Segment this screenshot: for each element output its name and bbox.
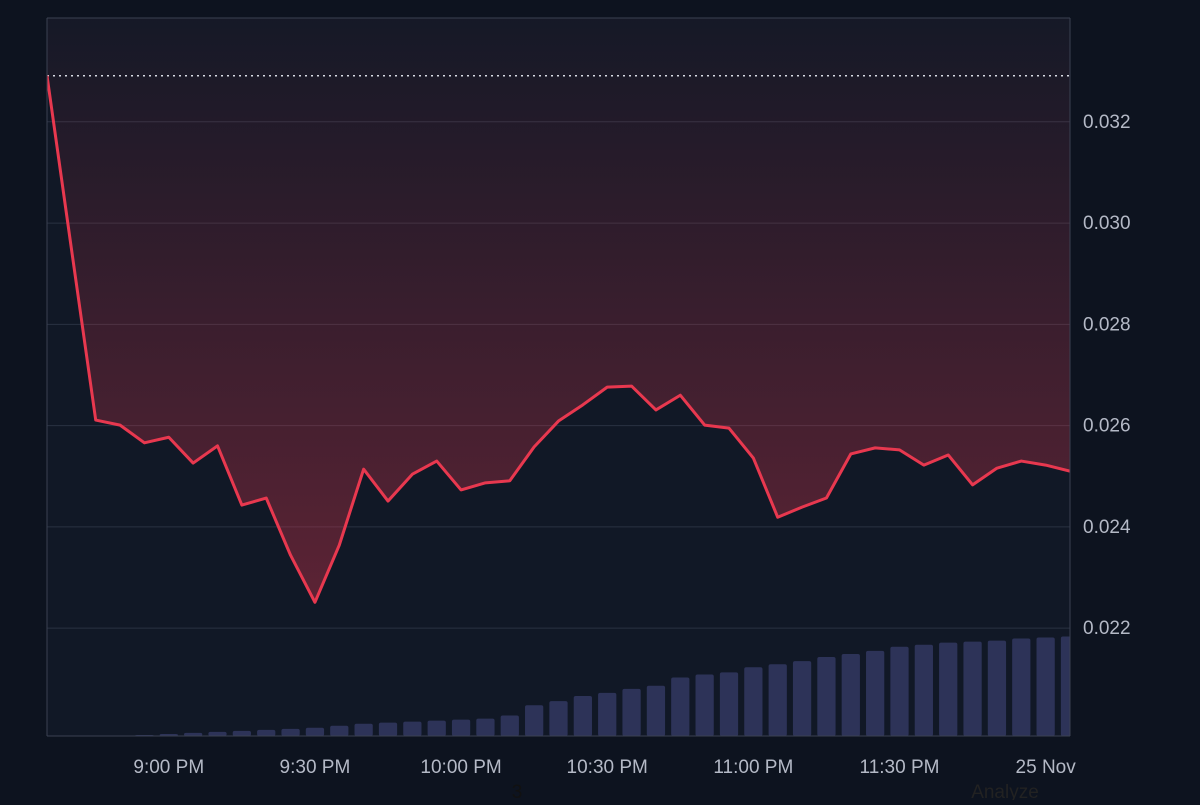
volume-bar — [866, 650, 885, 736]
x-tick-label: 9:00 PM — [133, 757, 204, 778]
y-tick-label: 0.022 — [1083, 618, 1131, 639]
volume-bar — [549, 701, 568, 736]
volume-bar — [890, 646, 909, 736]
price-line — [47, 75, 1070, 604]
x-tick-label: 10:30 PM — [567, 757, 648, 778]
volume-bar — [768, 664, 787, 736]
volume-bar — [184, 732, 203, 736]
volume-bar — [305, 727, 325, 736]
volume-bar — [963, 641, 982, 736]
volume-bar — [451, 719, 471, 736]
volume-bar — [281, 728, 300, 736]
footer-text: 3 — [512, 782, 523, 800]
volume-bar — [817, 657, 836, 736]
y-tick-label: 0.028 — [1083, 314, 1131, 335]
volume-bar — [671, 677, 690, 736]
x-tick-label: 9:30 PM — [280, 757, 351, 778]
y-tick-label: 0.026 — [1083, 416, 1131, 437]
y-tick-label: 0.030 — [1083, 213, 1131, 234]
volume-bar — [403, 721, 422, 736]
volume-bar — [841, 653, 860, 736]
area-fill — [47, 18, 1070, 603]
volume-bar — [695, 674, 714, 736]
volume-bar — [1036, 637, 1055, 736]
x-tick-label: 10:00 PM — [420, 757, 501, 778]
volume-bar — [939, 642, 958, 736]
volume-bar — [622, 688, 641, 736]
x-tick-label: 11:30 PM — [860, 757, 940, 778]
volume-bar — [500, 715, 519, 736]
volume-bar — [208, 731, 227, 736]
y-tick-label: 0.032 — [1083, 112, 1131, 133]
volume-bar — [719, 672, 739, 736]
volume-bar — [525, 705, 544, 736]
volume-bar — [744, 667, 763, 736]
volume-bar — [159, 733, 178, 736]
volume-bar — [476, 718, 495, 736]
footer-text[interactable]: Analyze — [971, 782, 1039, 803]
volume-bar — [987, 640, 1007, 736]
volume-bar — [232, 730, 251, 736]
volume-bar — [378, 722, 398, 736]
volume-bar — [1012, 638, 1031, 736]
volume-bar — [1060, 636, 1070, 736]
volume-bar — [598, 692, 617, 736]
volume-bar — [792, 661, 812, 736]
plot-layer — [47, 18, 1070, 736]
volume-bar — [330, 725, 349, 736]
volume-bar — [354, 723, 373, 736]
volume-bar — [646, 685, 666, 736]
volume-bar — [573, 695, 592, 736]
y-tick-label: 0.024 — [1083, 517, 1131, 538]
volume-bar — [257, 729, 276, 736]
x-tick-label: 11:00 PM — [713, 757, 793, 778]
volume-bar — [914, 644, 933, 736]
x-tick-label: 25 Nov — [1016, 757, 1077, 778]
volume-bar — [427, 720, 446, 736]
